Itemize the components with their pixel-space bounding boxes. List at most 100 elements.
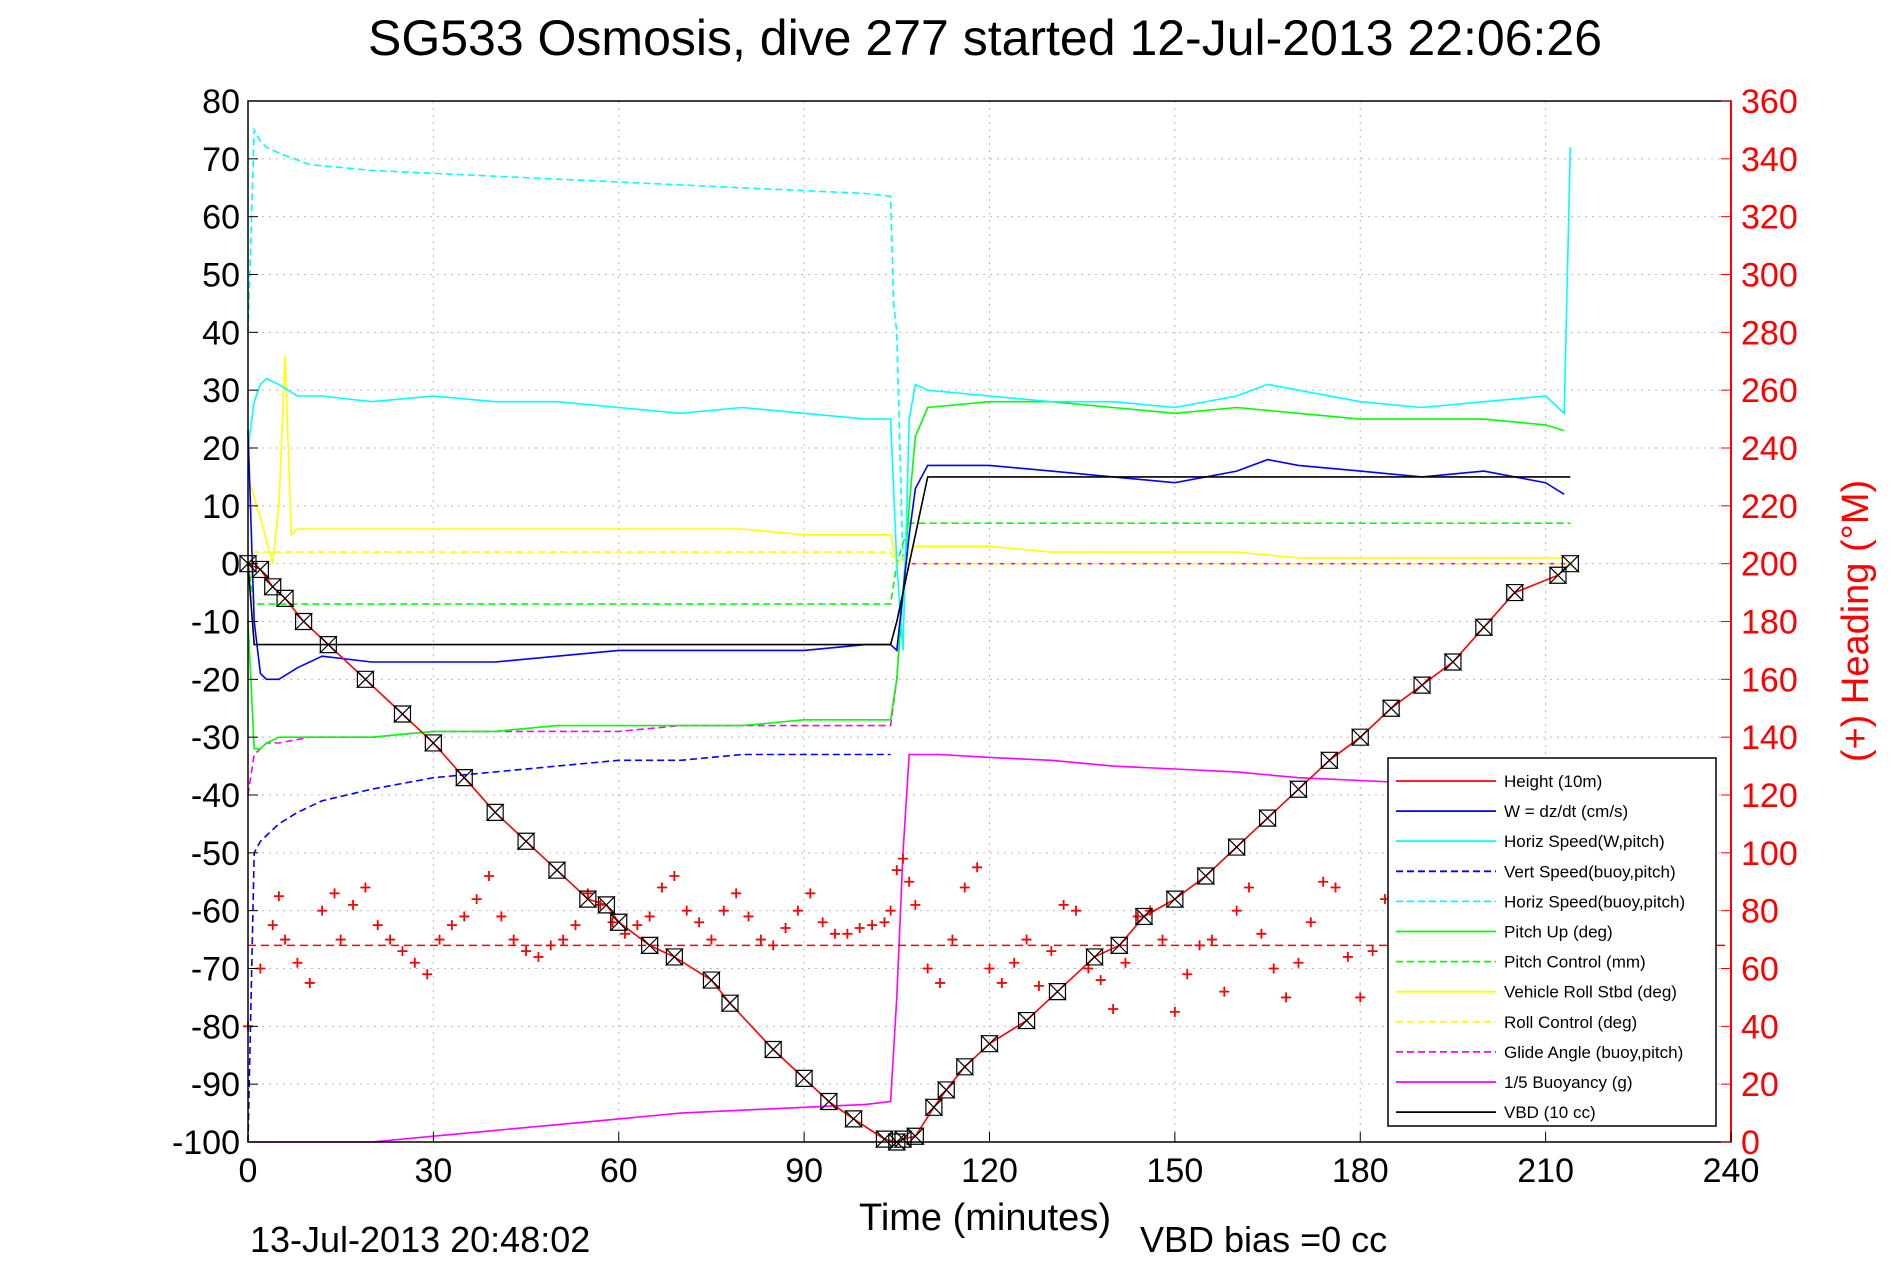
heading-point	[1132, 911, 1143, 922]
heading-point	[935, 977, 946, 988]
y-tick-label: -100	[172, 1124, 240, 1162]
height-marker	[485, 803, 505, 821]
heading-point	[329, 888, 340, 899]
height-marker	[1134, 907, 1154, 926]
heading-point	[1169, 1006, 1180, 1017]
height-marker	[664, 948, 684, 966]
right-tick-label: 140	[1741, 719, 1798, 757]
heading-point	[545, 940, 556, 951]
y-tick-label: -10	[191, 604, 240, 642]
heading-point	[422, 969, 433, 980]
heading-point	[644, 911, 655, 922]
heading-point	[1318, 876, 1329, 887]
height-marker	[547, 861, 567, 879]
height-marker	[1289, 780, 1308, 798]
heading-point	[372, 920, 383, 931]
height-marker	[275, 589, 295, 607]
heading-point	[1219, 986, 1230, 997]
height-marker	[393, 705, 412, 723]
right-tick-label: 180	[1741, 604, 1798, 642]
legend-label: Pitch Up (deg)	[1504, 923, 1613, 942]
right-axis-ticks: 0 20 40 60 80 100 120 140 160 180 200 220 240 260 280 3…	[1721, 83, 1798, 1162]
heading-point	[533, 951, 544, 962]
heading-point	[1244, 882, 1255, 893]
series-line-buoyancy	[248, 753, 1571, 1143]
heading-point	[755, 934, 766, 945]
x-tick-label: 180	[1332, 1152, 1389, 1190]
height-marker	[955, 1058, 975, 1076]
y-tick-label: 10	[202, 488, 240, 526]
heading-point	[904, 876, 915, 887]
y-tick-label: -80	[191, 1008, 240, 1046]
height-marker	[1381, 699, 1401, 717]
heading-point	[1046, 946, 1057, 957]
heading-point	[558, 934, 569, 945]
heading-point	[830, 928, 841, 939]
heading-point	[694, 917, 705, 928]
x-axis-ticks: 0 30 60 90 120 150 180 210 240	[239, 1132, 1760, 1190]
height-marker	[794, 1069, 814, 1087]
series-line-vert-buoy	[247, 753, 891, 1143]
height-marker	[819, 1092, 839, 1111]
height-marker	[1443, 653, 1463, 671]
heading-point	[972, 862, 983, 873]
x-tick-label: 210	[1517, 1152, 1574, 1190]
heading-point	[304, 977, 315, 988]
legend-label: W = dz/dt (cm/s)	[1504, 802, 1628, 821]
heading-point	[1071, 905, 1082, 916]
legend-label: Horiz Speed(buoy,pitch)	[1504, 892, 1685, 911]
height-marker	[763, 1040, 783, 1059]
heading-point	[1033, 980, 1044, 991]
y-tick-label: 60	[202, 199, 240, 237]
heading-point	[1120, 957, 1131, 968]
height-marker	[294, 612, 314, 631]
heading-point	[842, 928, 853, 939]
height-marker	[924, 1098, 944, 1116]
heading-point	[570, 920, 581, 931]
height-marker	[263, 578, 283, 596]
y-tick-label: 0	[221, 546, 240, 584]
heading-point	[959, 882, 970, 893]
heading-point	[1293, 957, 1304, 968]
legend: Height (10m) W = dz/dt (cm/s) Horiz Speed(…	[1387, 757, 1717, 1127]
x-tick-label: 0	[239, 1152, 258, 1190]
heading-point	[854, 923, 865, 934]
heading-point	[1305, 917, 1316, 928]
heading-point	[317, 905, 328, 916]
y-axis-ticks: -100-90-80-70-60-50-40-30-20-10010203040…	[172, 83, 258, 1162]
heading-point	[1157, 934, 1168, 945]
heading-point	[595, 899, 606, 910]
heading-point	[292, 957, 303, 968]
heading-point	[1367, 946, 1378, 957]
heading-point	[496, 911, 507, 922]
heading-point	[681, 905, 692, 916]
y-tick-label: 30	[202, 372, 240, 410]
heading-point	[867, 920, 878, 931]
series-line-pitch-control	[247, 522, 1571, 605]
heading-point	[1206, 934, 1217, 945]
height-marker	[609, 913, 629, 931]
right-tick-label: 200	[1741, 546, 1798, 584]
height-marker	[596, 896, 616, 914]
height-marker	[1165, 890, 1185, 908]
height-marker	[720, 994, 740, 1012]
x-tick-label: 240	[1703, 1152, 1760, 1190]
heading-point	[1268, 963, 1279, 974]
x-tick-label: 30	[414, 1152, 452, 1190]
heading-point	[897, 853, 908, 864]
legend-label: VBD (10 cc)	[1504, 1103, 1596, 1122]
y-tick-label: 80	[202, 83, 240, 121]
heading-point	[984, 963, 995, 974]
heading-point	[385, 934, 396, 945]
y-tick-label: -40	[191, 777, 240, 815]
y-tick-label: 40	[202, 314, 240, 352]
x-tick-label: 150	[1147, 1152, 1204, 1190]
x-axis-label: Time (minutes)	[859, 1197, 1111, 1239]
legend-label: Pitch Control (mm)	[1504, 953, 1646, 972]
right-tick-label: 340	[1741, 141, 1798, 179]
height-marker	[640, 936, 660, 954]
heading-point	[947, 934, 958, 945]
heading-point	[910, 899, 921, 910]
height-markers	[238, 555, 1580, 1151]
heading-point	[607, 917, 618, 928]
